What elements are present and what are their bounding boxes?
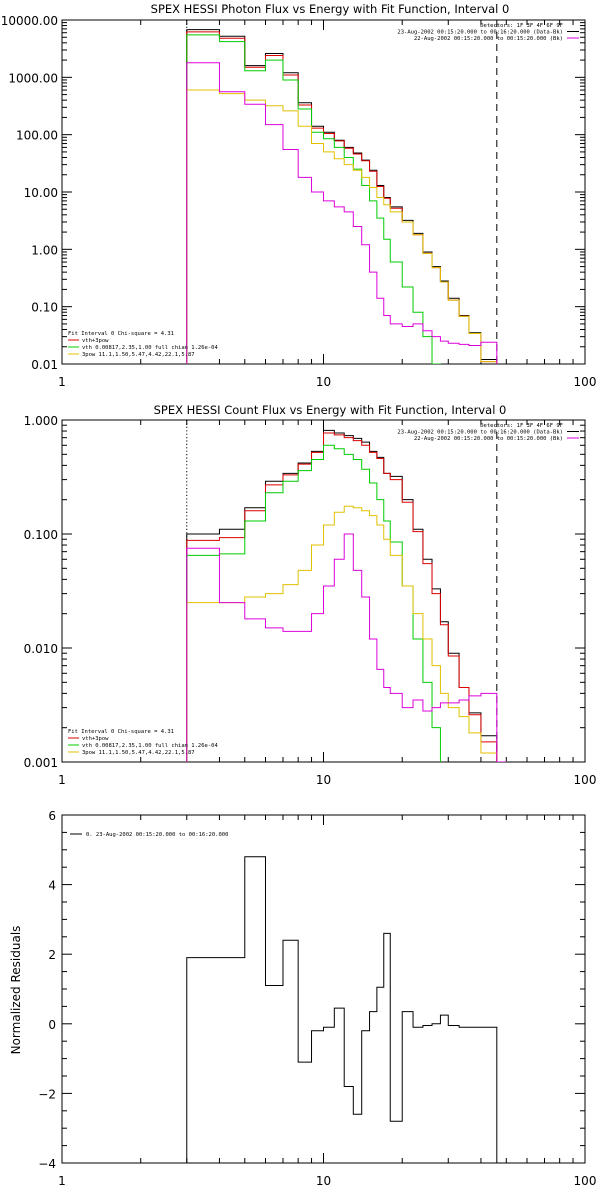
- count-flux-legend-bottom-left-entry: 3pow 11.1,1.50,5.47,4.42,22.1,5.87: [82, 750, 195, 756]
- count-flux-panel: SPEX HESSI Count Flux vs Energy with Fit…: [24, 403, 597, 787]
- photon-flux-series-bk: [186, 62, 498, 364]
- count-flux-x-tick-label: 100: [574, 773, 597, 787]
- photon-flux-x-tick-label: 1: [58, 375, 66, 389]
- photon-flux-series-3pow: [186, 89, 498, 364]
- count-flux-series-vth-3pow: [186, 432, 507, 762]
- photon-flux-series-data-bk: [186, 29, 498, 364]
- photon-flux-x-tick-label: 10: [316, 375, 331, 389]
- residuals-plot-frame: [61, 814, 586, 1164]
- photon-flux-legend-top-right-entry: 22-Aug-2002 00:15:20.000 to 00:15:20.000…: [414, 36, 563, 42]
- photon-flux-y-tick-label: 1000.00: [8, 71, 58, 85]
- residuals-y-tick-label: 6: [48, 809, 56, 823]
- count-flux-series-vth: [186, 444, 441, 762]
- photon-flux-y-tick-label: 10.00: [24, 186, 58, 200]
- count-flux-y-tick-label: 0.010: [24, 642, 58, 656]
- photon-flux-y-tick-label: 0.01: [31, 358, 58, 372]
- photon-flux-legend-bottom-left-entry: vth 0.00817,2.35,1.00 full chian 1.26e-0…: [82, 345, 218, 351]
- count-flux-series-3pow: [186, 505, 507, 762]
- photon-flux-series-vth-3pow: [186, 31, 498, 364]
- residuals-y-tick-label: −2: [38, 1087, 56, 1101]
- count-flux-legend-top-right-entry: Detectors: 1F 3F 4F 6F 9F: [480, 423, 563, 429]
- count-flux-x-tick-label: 10: [316, 773, 331, 787]
- count-flux-x-tick-label: 1: [58, 773, 66, 787]
- count-flux-y-tick-label: 0.100: [24, 528, 58, 542]
- count-flux-legend-bottom-left-entry: vth 0.00817,2.35,1.00 full chian 1.26e-0…: [82, 743, 218, 749]
- count-flux-legend-top-right-entry: 22-Aug-2002 00:15:20.000 to 00:15:20.000…: [414, 436, 563, 442]
- count-flux-legend-top-right-entry: 23-Aug-2002 00:15:20.000 to 00:16:20.000…: [397, 430, 563, 436]
- count-flux-y-tick-label: 1.000: [24, 414, 58, 428]
- residuals-y-tick-label: 4: [48, 879, 56, 893]
- residuals-x-tick-label: 1: [58, 1174, 66, 1188]
- residuals-y-tick-label: 0: [48, 1018, 56, 1032]
- residuals-legend-entry: 0. 23-Aug-2002 00:15:20.000 to 00:16:20.…: [86, 832, 228, 838]
- photon-flux-y-tick-label: 10000.00: [1, 14, 58, 28]
- count-flux-legend-bottom-left-entry: vth+3pow: [82, 736, 109, 742]
- count-flux-title: SPEX HESSI Count Flux vs Energy with Fit…: [154, 403, 507, 417]
- residuals-y-tick-label: −4: [38, 1157, 56, 1171]
- residuals-panel: Normalized Residuals 1 10 100 −4 −2 0 2 4 6 0. 23…: [9, 809, 597, 1188]
- photon-flux-legend-top-right-entry: Detectors: 1F 3F 4F 6F 9F: [480, 23, 563, 29]
- count-flux-y-tick-label: 0.001: [24, 756, 58, 770]
- residuals-x-tick-label: 10: [316, 1174, 331, 1188]
- count-flux-legend-bottom-left-entry: Fit Interval 0 Chi-square = 4.31: [68, 729, 174, 735]
- photon-flux-legend-bottom-left-entry: vth+3pow: [82, 338, 109, 344]
- photon-flux-y-tick-label: 0.10: [31, 301, 58, 315]
- photon-flux-legend-bottom-left-entry: Fit Interval 0 Chi-square = 4.31: [68, 331, 174, 337]
- count-flux-series-data-bk: [186, 429, 507, 762]
- residuals-y-tick-label: 2: [48, 948, 56, 962]
- photon-flux-legend-top-right-entry: 23-Aug-2002 00:15:20.000 to 00:16:20.000…: [397, 30, 563, 36]
- photon-flux-title: SPEX HESSI Photon Flux vs Energy with Fi…: [151, 2, 510, 16]
- photon-flux-legend-bottom-left-entry: 3pow 11.1,1.50,5.47,4.42,22.1,5.87: [82, 352, 195, 358]
- photon-flux-series-vth: [186, 34, 441, 364]
- photon-flux-panel: SPEX HESSI Photon Flux vs Energy with Fi…: [1, 2, 597, 389]
- residuals-series-0-23-aug-2002-00-15-20-000-to-00-16-20-000: [186, 856, 498, 1163]
- residuals-x-tick-label: 100: [574, 1174, 597, 1188]
- residuals-y-axis-label: Normalized Residuals: [9, 926, 23, 1055]
- photon-flux-y-tick-label: 1.00: [31, 243, 58, 257]
- photon-flux-x-tick-label: 100: [574, 375, 597, 389]
- photon-flux-y-tick-label: 100.00: [16, 129, 58, 143]
- count-flux-series-bk: [186, 533, 507, 762]
